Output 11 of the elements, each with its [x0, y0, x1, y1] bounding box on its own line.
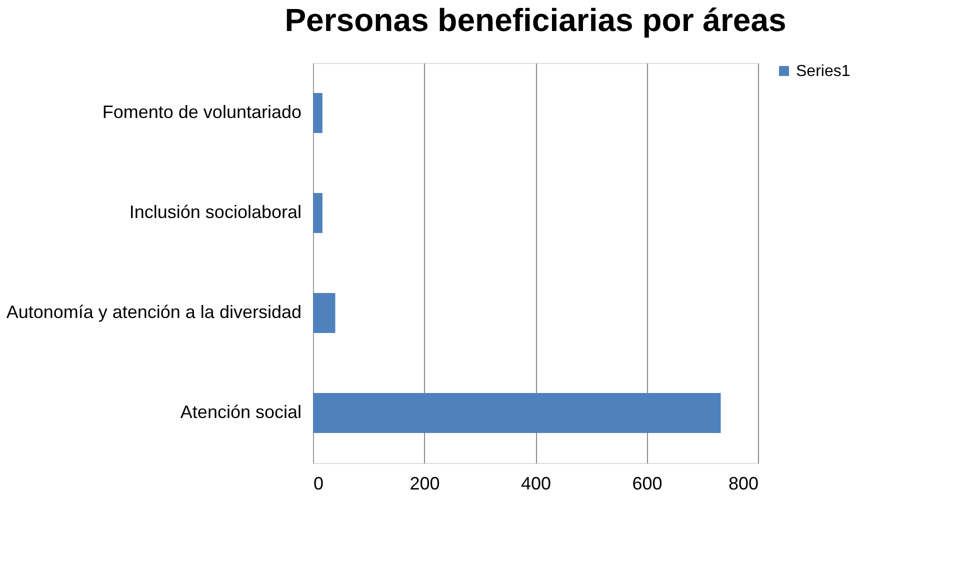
y-tick-label: Autonomía y atención a la diversidad — [6, 302, 302, 322]
x-tick-label: 800 — [728, 474, 758, 494]
y-tick-label: Atención social — [180, 402, 302, 422]
x-tick-label: 0 — [314, 474, 324, 494]
legend-label: Series1 — [796, 63, 850, 80]
x-tick-label: 400 — [520, 474, 552, 494]
y-tick-label: Inclusión sociolaboral — [129, 202, 302, 222]
chart-title: Personas beneficiarias por áreas — [284, 2, 786, 38]
x-tick-label: 200 — [410, 474, 440, 494]
x-tick-label: 600 — [632, 474, 662, 494]
y-tick-label: Fomento de voluntariado — [102, 102, 302, 122]
